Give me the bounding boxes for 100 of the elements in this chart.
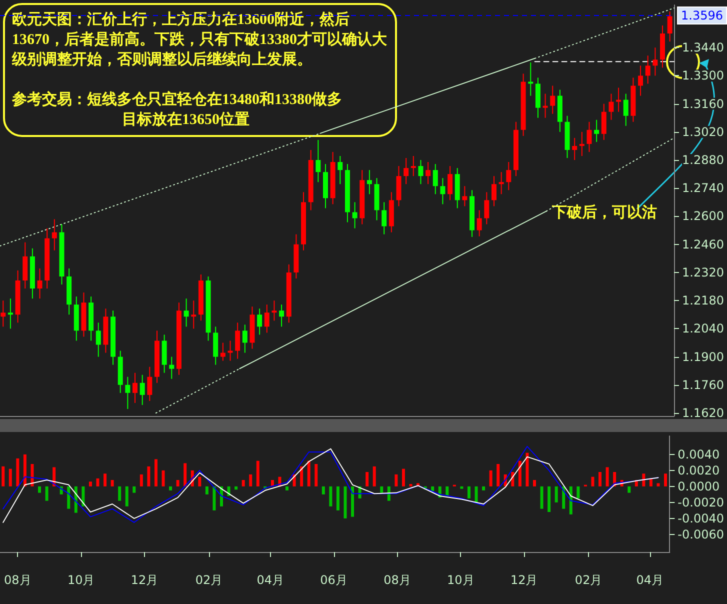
candlestick: [316, 139, 321, 183]
bar: [576, 486, 580, 498]
x-tick-label: 08月: [4, 573, 32, 587]
bar: [366, 472, 369, 486]
bar: [314, 464, 318, 486]
bar: [67, 486, 70, 509]
candlestick: [579, 131, 584, 156]
bar: [82, 486, 85, 506]
bar: [482, 486, 486, 490]
bar: [380, 486, 384, 493]
bar: [212, 486, 216, 510]
candlestick: [410, 155, 416, 177]
bar: [242, 480, 245, 486]
bar: [496, 464, 500, 486]
y-tick-label: 1.2740: [682, 181, 724, 196]
y-tick-label: 1.2880: [682, 153, 724, 168]
bar: [351, 486, 354, 517]
candlestick: [191, 300, 196, 330]
y-tick-label: 1.1760: [682, 378, 724, 392]
bar: [256, 460, 260, 486]
bar: [249, 474, 252, 486]
bar: [45, 486, 48, 501]
bar: [642, 474, 646, 486]
y-tick-label: 1.3300: [682, 68, 724, 83]
bar: [532, 480, 536, 486]
bar: [431, 486, 434, 492]
candlestick: [352, 202, 358, 229]
bar: [467, 486, 470, 498]
y-tick-label: 1.1900: [682, 350, 724, 364]
bar: [598, 472, 602, 486]
bar: [234, 486, 238, 490]
candlestick: [140, 374, 145, 406]
y-tick-label: -0.0040: [678, 511, 724, 526]
bar: [8, 468, 12, 486]
bar: [606, 467, 609, 486]
bar: [394, 474, 398, 486]
y-tick-label: 0.0020: [678, 463, 720, 478]
bar: [125, 486, 128, 506]
annotation: 目标放在13650位置: [121, 110, 250, 130]
candlestick: [264, 304, 270, 334]
bar: [540, 486, 544, 509]
candlestick: [228, 340, 233, 362]
y-tick-label: 1.3160: [682, 96, 724, 111]
candlestick: [594, 119, 600, 142]
bar: [176, 480, 180, 486]
candlestick: [432, 164, 438, 195]
bar: [664, 474, 668, 486]
candlestick: [638, 65, 644, 96]
candlestick: [586, 121, 592, 152]
candlestick: [242, 324, 248, 354]
y-tick-label: 0.0040: [678, 447, 720, 462]
bar: [526, 452, 529, 486]
candlestick: [448, 166, 453, 201]
candlestick: [125, 376, 130, 410]
candlestick: [37, 268, 42, 300]
candlestick: [169, 356, 174, 380]
bar: [518, 460, 522, 486]
candlestick: [506, 162, 512, 191]
bar: [402, 468, 405, 486]
bar: [336, 486, 340, 510]
x-tick-label: 12月: [130, 573, 158, 587]
bar: [329, 486, 332, 506]
bar: [184, 463, 187, 486]
bar: [489, 470, 492, 486]
bar: [88, 482, 92, 486]
y-tick-label: -0.0020: [678, 495, 724, 510]
bar: [344, 486, 347, 518]
candlestick: [272, 300, 277, 322]
candlestick: [132, 372, 138, 404]
bar: [162, 470, 165, 486]
x-tick-label: 10月: [447, 573, 474, 587]
candlestick: [184, 298, 189, 328]
candlestick: [476, 210, 482, 237]
candlestick: [0, 300, 6, 328]
bar: [656, 483, 660, 486]
bar: [16, 458, 20, 486]
annotation: 参考交易：短线多仓只宜轻仓在13480和13380做多: [12, 90, 343, 110]
candlestick: [491, 176, 496, 207]
bar: [300, 466, 304, 486]
candlestick: [366, 170, 372, 195]
candlestick: [338, 155, 343, 185]
bar: [286, 486, 289, 490]
bar: [198, 476, 202, 486]
candlestick: [550, 85, 556, 114]
candlestick: [616, 87, 622, 112]
bar: [169, 486, 172, 490]
candlestick: [418, 160, 424, 185]
bar: [38, 486, 42, 493]
y-tick-label: 1.2600: [682, 209, 724, 224]
candlestick: [52, 218, 57, 251]
y-tick-label: 1.2180: [682, 294, 724, 308]
candlestick: [484, 192, 490, 225]
bar: [132, 486, 136, 493]
candlestick: [382, 202, 387, 235]
candlestick: [652, 47, 658, 76]
candlestick: [257, 308, 262, 336]
bar: [147, 466, 150, 486]
bar: [140, 474, 143, 486]
candlestick: [601, 103, 606, 140]
x-tick-label: 12月: [510, 573, 538, 587]
